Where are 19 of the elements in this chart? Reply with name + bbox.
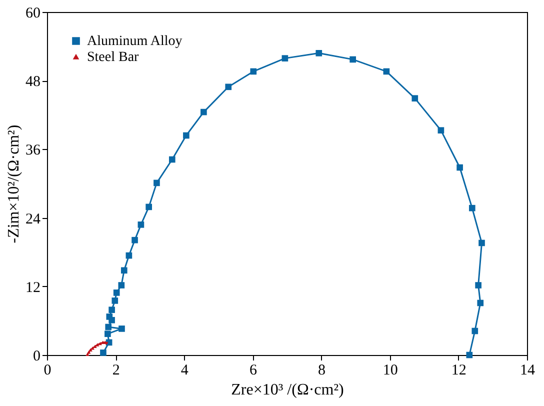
x-tick-label: 0	[44, 362, 52, 378]
x-tick-label: 6	[249, 362, 258, 378]
y-tick-label: 12	[26, 280, 40, 296]
y-tick-label: 36	[26, 142, 41, 159]
y-tick-label: 24	[26, 211, 41, 228]
legend-label: Aluminum Alloy	[87, 34, 182, 49]
x-tick-label: 8	[318, 362, 326, 378]
x-tick-label: 12	[451, 362, 466, 378]
x-axis-title: Zre×10³ /(Ω·cm²)	[231, 382, 344, 398]
y-tick-label: 0	[33, 348, 40, 364]
x-tick-label: 14	[520, 362, 536, 378]
x-tick-label: 4	[180, 362, 189, 378]
y-tick-label: 60	[26, 6, 40, 22]
x-tick-label: 10	[382, 362, 398, 378]
x-tick-label: 2	[112, 362, 120, 378]
y-axis-title: -Zim×10²/(Ω·cm²)	[6, 124, 22, 244]
legend-label: Steel Bar	[87, 50, 140, 65]
y-tick-label: 48	[26, 74, 40, 90]
point	[100, 350, 106, 356]
